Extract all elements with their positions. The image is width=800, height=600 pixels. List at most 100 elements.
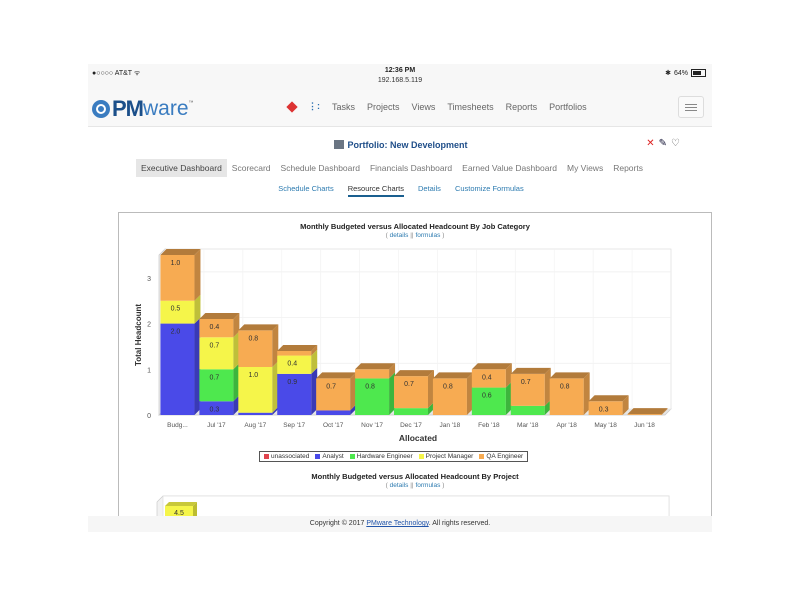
legend-item[interactable]: Analyst (315, 453, 344, 460)
logo-text-pm: PM (112, 96, 144, 121)
svg-text:0.7: 0.7 (404, 381, 414, 388)
pmware-logo[interactable]: PM ware ™ (92, 96, 194, 122)
svg-text:0.5: 0.5 (171, 306, 181, 313)
nav-views[interactable]: Views (411, 101, 436, 112)
legend-swatch-icon (264, 454, 269, 459)
svg-text:0.8: 0.8 (365, 383, 375, 390)
legend-item[interactable]: QA Engineer (479, 453, 523, 460)
tab-earned-value-dashboard[interactable]: Earned Value Dashboard (462, 163, 557, 173)
legend-item[interactable]: unassociated (264, 453, 309, 460)
tab-reports[interactable]: Reports (613, 163, 643, 173)
chart-legend: unassociated Analyst Hardware Engineer Proj… (259, 451, 529, 462)
battery-status: ✱ 64% (665, 69, 706, 77)
clock: 12:36 PM (384, 67, 416, 74)
chart-panel-job-category: Monthly Budgeted versus Allocated Headco… (118, 212, 712, 464)
edit-icon[interactable]: ✎ (658, 138, 668, 149)
tab-schedule-dashboard[interactable]: Schedule Dashboard (280, 163, 360, 173)
comment-icon[interactable]: ♡ (671, 138, 680, 149)
svg-text:Apr '18: Apr '18 (556, 422, 577, 429)
nav-projects[interactable]: Projects (367, 101, 400, 112)
carrier-signal: ●○○○○ AT&T ᯤ (92, 70, 141, 77)
nav-tasks[interactable]: Tasks (332, 101, 356, 112)
battery-icon (691, 69, 706, 77)
svg-text:May '18: May '18 (594, 422, 617, 429)
svg-text:0.7: 0.7 (521, 379, 531, 386)
stacked-bar-chart: 0 1 2 3 2.0 0.5 1.0 Budg... 0.3 0.7 0.7 0.4 Jul '17 1… (134, 248, 672, 443)
tab-financials-dashboard[interactable]: Financials Dashboard (369, 163, 453, 173)
page-footer: Copyright © 2017 PMware Technology. All … (88, 516, 712, 532)
svg-text:1.0: 1.0 (171, 260, 181, 267)
nav-portfolios[interactable]: Portfolios (549, 101, 587, 112)
svg-text:Dec '17: Dec '17 (400, 422, 422, 429)
top-navbar: PM ware ™ ⋮: Tasks Projects Views Timesh… (88, 90, 712, 127)
chart-subtabs: Schedule Charts Resource Charts Details … (118, 184, 684, 197)
subtab-resource-charts[interactable]: Resource Charts (347, 184, 404, 197)
svg-text:Allocated: Allocated (399, 433, 437, 443)
ios-status-bar: ●○○○○ AT&T ᯤ 12:36 PM 192.168.5.119 ✱ 64… (88, 64, 712, 90)
svg-text:0.7: 0.7 (210, 374, 220, 381)
subtab-customize-formulas[interactable]: Customize Formulas (454, 184, 524, 193)
svg-text:0.4: 0.4 (482, 374, 492, 381)
svg-text:1: 1 (147, 367, 151, 374)
svg-text:Nov '17: Nov '17 (361, 422, 383, 429)
subtab-details[interactable]: Details (418, 184, 441, 193)
details-link[interactable]: details (389, 232, 409, 239)
legend-item[interactable]: Project Manager (418, 453, 473, 460)
svg-text:0.3: 0.3 (599, 406, 609, 413)
svg-text:0.7: 0.7 (326, 383, 336, 390)
tab-scorecard[interactable]: Scorecard (231, 163, 271, 173)
svg-text:4.5: 4.5 (174, 510, 184, 517)
menu-button[interactable] (678, 96, 704, 118)
details-link-2[interactable]: details (389, 482, 409, 489)
svg-text:0.8: 0.8 (248, 335, 258, 342)
legend-swatch-icon (418, 454, 424, 459)
page-title: Portfolio: New Development (118, 140, 684, 150)
bluetooth-icon: ✱ (665, 70, 671, 77)
logo-text-ware: ware (143, 97, 189, 120)
tab-executive-dashboard[interactable]: Executive Dashboard (136, 159, 227, 177)
svg-text:Jul '17: Jul '17 (207, 422, 226, 429)
chart-title: Monthly Budgeted versus Allocated Headco… (300, 222, 530, 231)
pmware-link[interactable]: PMware Technology (366, 520, 429, 527)
svg-text:Sep '17: Sep '17 (283, 422, 305, 429)
svg-text:Mar '18: Mar '18 (517, 422, 539, 429)
delete-icon[interactable]: ✕ (646, 138, 655, 149)
nav-timesheets[interactable]: Timesheets (447, 101, 494, 112)
svg-text:3: 3 (147, 276, 151, 283)
tablet-screen: ●○○○○ AT&T ᯤ 12:36 PM 192.168.5.119 ✱ 64… (88, 64, 712, 532)
svg-text:0.7: 0.7 (210, 342, 220, 349)
svg-text:Budg...: Budg... (167, 422, 188, 429)
svg-text:0.3: 0.3 (210, 406, 220, 413)
chart-title-2: Monthly Budgeted versus Allocated Headco… (311, 472, 519, 481)
hierarchy-icon[interactable]: ⋮: (308, 101, 320, 111)
logo-mark-icon (92, 100, 110, 118)
svg-text:Feb '18: Feb '18 (478, 422, 500, 429)
formulas-link-2[interactable]: formulas (415, 482, 441, 489)
svg-text:0.6: 0.6 (482, 393, 492, 400)
chart-links: ( details || formulas ) (385, 232, 445, 239)
svg-text:Jan '18: Jan '18 (440, 422, 461, 429)
svg-text:1.0: 1.0 (248, 372, 258, 379)
chart-links-2: ( details || formulas ) (385, 482, 445, 489)
legend-swatch-icon (349, 454, 355, 459)
nav-reports[interactable]: Reports (505, 101, 538, 112)
battery-percent: 64% (673, 69, 688, 77)
portfolio-header: Portfolio: New Development ✕ ✎ ♡ Executi… (118, 134, 684, 200)
tab-my-views[interactable]: My Views (566, 163, 604, 173)
svg-text:2: 2 (147, 322, 151, 329)
svg-text:0.8: 0.8 (443, 383, 453, 390)
portfolio-tools: ✕ ✎ ♡ (646, 138, 680, 149)
svg-text:0.9: 0.9 (287, 379, 297, 386)
legend-item[interactable]: Hardware Engineer (349, 453, 413, 460)
hamburger-icon (685, 103, 697, 105)
subtab-schedule-charts[interactable]: Schedule Charts (278, 184, 334, 193)
svg-text:2.0: 2.0 (171, 329, 181, 336)
svg-text:0: 0 (147, 413, 151, 420)
diamond-icon[interactable] (286, 100, 298, 113)
svg-text:Total Headcount: Total Headcount (134, 304, 143, 366)
formulas-link[interactable]: formulas (415, 232, 441, 239)
svg-text:0.4: 0.4 (287, 361, 297, 368)
trademark: ™ (188, 100, 194, 106)
portfolio-icon (334, 140, 345, 149)
address-bar[interactable]: 192.168.5.119 (377, 77, 423, 84)
